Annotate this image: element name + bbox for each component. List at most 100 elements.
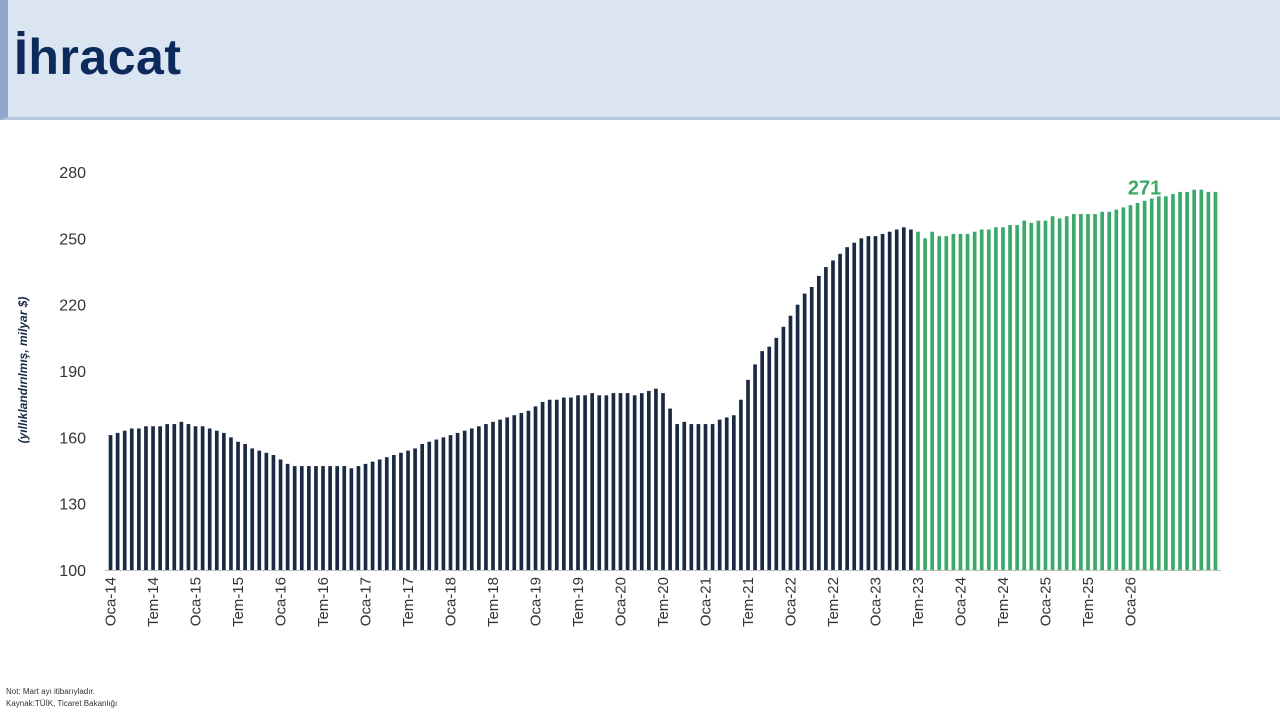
bar <box>137 428 141 570</box>
x-tick-label: Oca-21 <box>698 577 715 626</box>
bar <box>724 417 729 570</box>
bar <box>1213 191 1218 570</box>
bar <box>484 424 488 570</box>
bar <box>901 227 906 570</box>
bar <box>505 417 510 570</box>
bar <box>151 426 155 570</box>
bar <box>1142 200 1147 570</box>
bar <box>1064 216 1069 570</box>
bar <box>1199 189 1204 570</box>
value-annotation: 271 <box>1128 178 1161 200</box>
bar <box>809 286 814 570</box>
bar <box>356 466 361 570</box>
bar <box>370 461 375 570</box>
bar <box>406 450 410 570</box>
bar <box>1178 191 1182 570</box>
bar <box>866 236 871 570</box>
bar <box>569 397 573 570</box>
bar <box>399 452 403 570</box>
bar <box>1079 214 1083 570</box>
bar <box>1164 196 1168 570</box>
bar <box>264 452 269 570</box>
bar <box>335 466 340 570</box>
bar <box>420 443 425 570</box>
bar <box>469 428 474 570</box>
bar <box>618 393 623 570</box>
bar <box>887 231 892 570</box>
y-axis-title: (yıllıklandırılmış, milyar $) <box>16 297 30 444</box>
bar <box>852 242 857 570</box>
bar <box>979 229 984 570</box>
bar <box>533 406 538 570</box>
bar <box>909 229 913 570</box>
bar <box>845 247 849 570</box>
header-band: İhracat <box>0 0 1280 120</box>
bar <box>731 415 736 570</box>
x-tick-label: Oca-25 <box>1038 577 1055 626</box>
bar <box>321 466 325 570</box>
x-tick-label: Oca-23 <box>868 577 885 626</box>
bar <box>562 397 566 570</box>
bar <box>292 466 297 570</box>
bar <box>384 457 389 570</box>
bar <box>696 424 701 570</box>
bar <box>1001 227 1005 570</box>
bar <box>193 426 198 570</box>
x-tick-label: Tem-18 <box>485 577 502 627</box>
x-tick-label: Tem-20 <box>655 577 672 627</box>
bar <box>781 326 786 570</box>
bar <box>236 441 240 570</box>
x-tick-label: Tem-21 <box>740 577 757 627</box>
x-tick-label: Oca-15 <box>188 577 205 626</box>
bar <box>739 399 743 570</box>
bar <box>285 463 290 570</box>
bar <box>668 408 672 570</box>
bar <box>632 395 637 570</box>
x-tick-label: Oca-19 <box>528 577 545 626</box>
x-tick-label: Tem-14 <box>145 577 162 627</box>
bar <box>448 435 453 570</box>
bar <box>937 236 942 570</box>
bar <box>413 448 417 570</box>
bar <box>625 393 630 570</box>
bar <box>972 231 977 570</box>
bar <box>1149 198 1154 570</box>
bar <box>1128 205 1133 571</box>
bar <box>1086 214 1090 570</box>
bar <box>441 437 446 570</box>
x-tick-label: Tem-19 <box>570 577 587 627</box>
bar <box>1050 216 1055 570</box>
bar <box>986 229 991 570</box>
bar <box>455 432 460 570</box>
bar <box>229 437 233 570</box>
bar <box>824 267 828 570</box>
x-tick-label: Oca-20 <box>613 577 630 626</box>
bar <box>1171 194 1175 571</box>
bar <box>923 238 927 570</box>
bar <box>554 399 559 570</box>
bar <box>519 413 524 570</box>
page-title: İhracat <box>14 29 182 85</box>
x-tick-label: Oca-18 <box>443 577 460 626</box>
bar <box>108 435 113 570</box>
bar <box>1100 211 1104 571</box>
note-text: Not: Mart ayı itibarıyladır. <box>6 687 95 696</box>
bar <box>477 426 481 570</box>
bar <box>271 455 276 570</box>
bar <box>717 419 722 570</box>
bar <box>965 233 970 570</box>
x-tick-label: Tem-15 <box>230 577 247 627</box>
bar <box>1043 220 1048 570</box>
y-tick-label: 280 <box>59 165 86 182</box>
x-tick-label: Oca-22 <box>783 577 800 626</box>
bar <box>307 466 311 570</box>
bar <box>1114 209 1119 570</box>
bar <box>115 432 120 570</box>
bar <box>349 468 354 570</box>
bar <box>788 315 793 570</box>
bar <box>498 419 502 570</box>
bar <box>661 393 665 570</box>
bar <box>214 430 219 570</box>
bar <box>526 410 531 570</box>
bar <box>646 390 651 570</box>
